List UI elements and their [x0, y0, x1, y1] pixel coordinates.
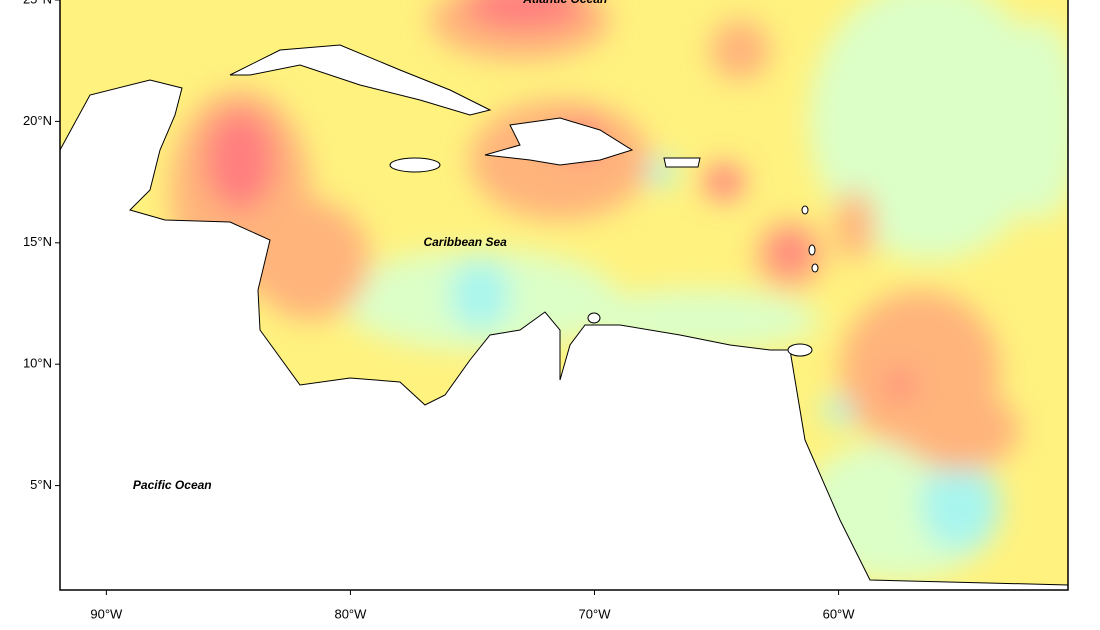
place-label: Pacific Ocean — [133, 478, 212, 492]
puerto-rico — [663, 157, 701, 168]
lon-tick-label: 80°W — [334, 606, 367, 621]
lat-tick-label: 15°N — [23, 234, 52, 249]
trinidad — [787, 343, 813, 357]
island — [587, 312, 601, 324]
cuba — [229, 44, 492, 116]
lon-tick-label: 90°W — [90, 606, 123, 621]
island — [811, 263, 819, 273]
hispaniola — [484, 117, 634, 166]
land — [59, 44, 1069, 591]
lon-tick-label: 70°W — [579, 606, 612, 621]
frame — [59, 0, 1069, 591]
lat-tick-label: 25°N — [23, 0, 52, 6]
lat-tick-label: 10°N — [23, 356, 52, 371]
island — [801, 205, 809, 215]
lon-tick-label: 60°W — [823, 606, 856, 621]
place-label: Caribbean Sea — [423, 235, 507, 249]
lat-tick-label: 20°N — [23, 113, 52, 128]
jamaica — [389, 157, 441, 173]
place-label: Atlantic Ocean — [522, 0, 607, 6]
lat-tick-label: 5°N — [30, 477, 52, 492]
island — [808, 244, 816, 256]
mainland — [59, 79, 1069, 591]
